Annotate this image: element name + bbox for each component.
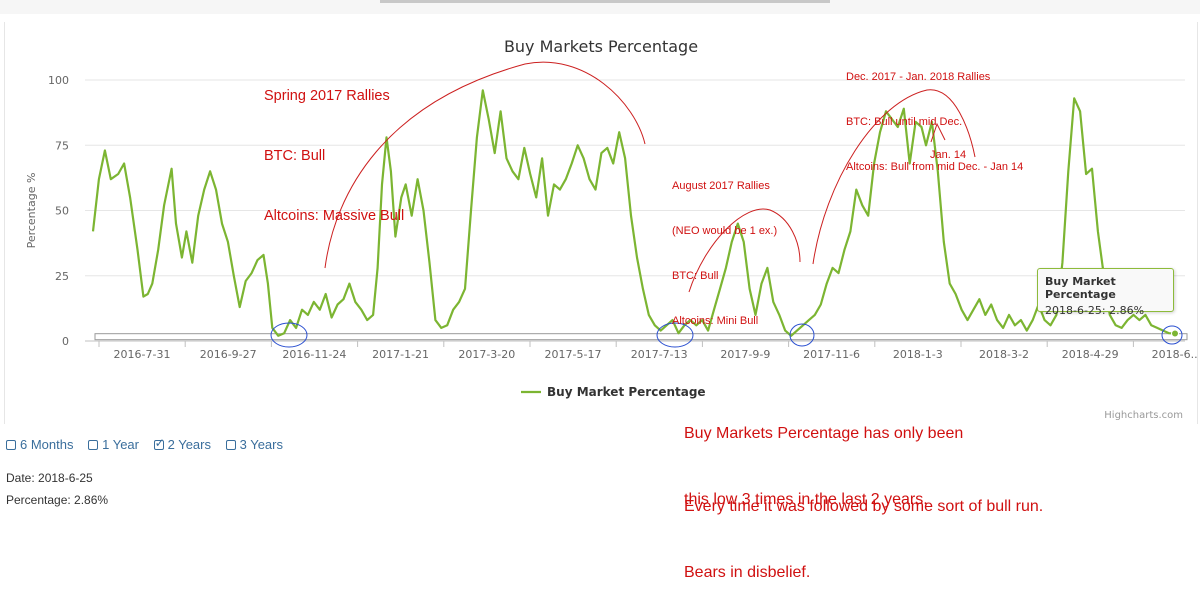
low-point-circle xyxy=(789,323,815,347)
annotation-line: August 2017 Rallies xyxy=(672,180,770,192)
annotation-line: Dec. 2017 - Jan. 2018 Rallies xyxy=(846,71,991,83)
annotation-line: Bears in disbelief. xyxy=(684,564,811,581)
annotation-line: BTC: Bull xyxy=(672,270,719,282)
x-tick-label: 2016-9-27 xyxy=(200,348,257,361)
low-point-circle xyxy=(1161,325,1183,345)
x-tick-label: 2017-9-9 xyxy=(720,348,770,361)
annotation-aug-2017: August 2017 Rallies (NEO would be 1 ex.)… xyxy=(672,149,777,344)
annotation-spring-2017: Spring 2017 Rallies BTC: Bull Altcoins: … xyxy=(264,46,404,246)
y-tick-label: 50 xyxy=(55,205,69,218)
range-2-years[interactable]: 2 Years xyxy=(153,436,211,452)
y-tick-label: 25 xyxy=(55,270,69,283)
annotation-line: Buy Markets Percentage has only been xyxy=(684,425,964,442)
annotation-line: Altcoins: Bull from mid Dec. - Jan 14 xyxy=(846,161,1024,173)
low-point-circle xyxy=(270,322,308,348)
tooltip-title: Buy Market Percentage xyxy=(1045,275,1116,301)
annotation-line: Altcoins: Mini Bull xyxy=(672,315,759,327)
x-tick-label: 2016-7-31 xyxy=(114,348,171,361)
annotation-line: (NEO would be 1 ex.) xyxy=(672,225,778,237)
selection-band xyxy=(94,333,1188,341)
x-tick-label: 2017-11-6 xyxy=(803,348,860,361)
range-label: 6 Months xyxy=(20,437,74,452)
y-tick-label: 75 xyxy=(55,139,69,152)
x-tick-label: 2017-3-20 xyxy=(458,348,515,361)
chart-title: Buy Markets Percentage xyxy=(504,37,698,56)
series-line xyxy=(91,89,1176,337)
x-tick-label: 2016-11-24 xyxy=(282,348,346,361)
x-tick-label: 2017-5-17 xyxy=(545,348,602,361)
info-date: Date: 2018-6-25 xyxy=(6,471,93,485)
chart-panel: Buy Markets Percentage 0 25 50 75 100 Percenta… xyxy=(4,22,1198,424)
annotation-line: BTC: Bull xyxy=(264,148,326,164)
annotation-arc xyxy=(688,208,801,293)
x-tick-label: 2018-4-29 xyxy=(1062,348,1119,361)
legend-label: Buy Market Percentage xyxy=(547,385,706,399)
checkbox-checked-icon[interactable] xyxy=(153,436,165,450)
y-tick-label: 100 xyxy=(48,74,69,87)
credits-link: Highcharts.com xyxy=(1104,410,1183,421)
range-label: 1 Year xyxy=(102,437,139,452)
x-tick-label: 2018-3-2 xyxy=(979,348,1029,361)
x-tick-label: 2018-6... xyxy=(1152,348,1197,361)
annotation-line: Spring 2017 Rallies xyxy=(264,88,390,104)
annotation-line: Altcoins: Massive Bull xyxy=(264,208,405,224)
range-selector: 6 Months 1 Year 2 Years 3 Years xyxy=(6,436,294,453)
annotation-note2: Every time it was followed by some sort … xyxy=(684,452,1043,606)
checkbox-icon[interactable] xyxy=(6,439,16,450)
chart-tooltip: Buy Market Percentage 2018-6-25: 2.86% xyxy=(1037,268,1174,317)
checkbox-icon[interactable] xyxy=(88,439,99,450)
annotation-arrow xyxy=(930,122,946,143)
y-axis-label: Percentage % xyxy=(25,173,38,249)
top-bar xyxy=(0,0,1200,14)
annotation-note1: Buy Markets Percentage has only been thi… xyxy=(684,379,963,533)
range-3-years[interactable]: 3 Years xyxy=(225,437,283,452)
chart-svg: Buy Markets Percentage 0 25 50 75 100 Percenta… xyxy=(25,37,1197,421)
annotation-jan14: Jan. 14 xyxy=(930,149,967,161)
series-point xyxy=(1171,329,1179,338)
annotation-arc xyxy=(324,61,646,269)
y-tick-label: 0 xyxy=(62,335,69,348)
x-tick-label: 2017-7-13 xyxy=(631,348,688,361)
range-label: 2 Years xyxy=(167,437,211,452)
annotation-line: this low 3 times in the last 2 years. xyxy=(684,491,928,508)
x-tick-label: 2017-1-21 xyxy=(372,348,429,361)
annotation-dec-2017: Dec. 2017 - Jan. 2018 Rallies BTC: Bull … xyxy=(846,40,1023,190)
range-label: 3 Years xyxy=(239,437,283,452)
tooltip-value: 2018-6-25: 2.86% xyxy=(1045,304,1145,317)
x-tick-label: 2018-1-3 xyxy=(893,348,943,361)
checkbox-icon[interactable] xyxy=(225,439,236,450)
low-point-circle xyxy=(656,322,694,348)
annotation-arc xyxy=(812,89,976,265)
range-1-year[interactable]: 1 Year xyxy=(88,437,139,452)
annotation-line: Every time it was followed by some sort … xyxy=(684,498,1044,515)
annotation-line: BTC: Bull until mid Dec. xyxy=(846,116,963,128)
range-6-months[interactable]: 6 Months xyxy=(6,437,73,452)
top-bar-accent xyxy=(380,0,830,3)
info-percentage: Percentage: 2.86% xyxy=(6,493,109,507)
